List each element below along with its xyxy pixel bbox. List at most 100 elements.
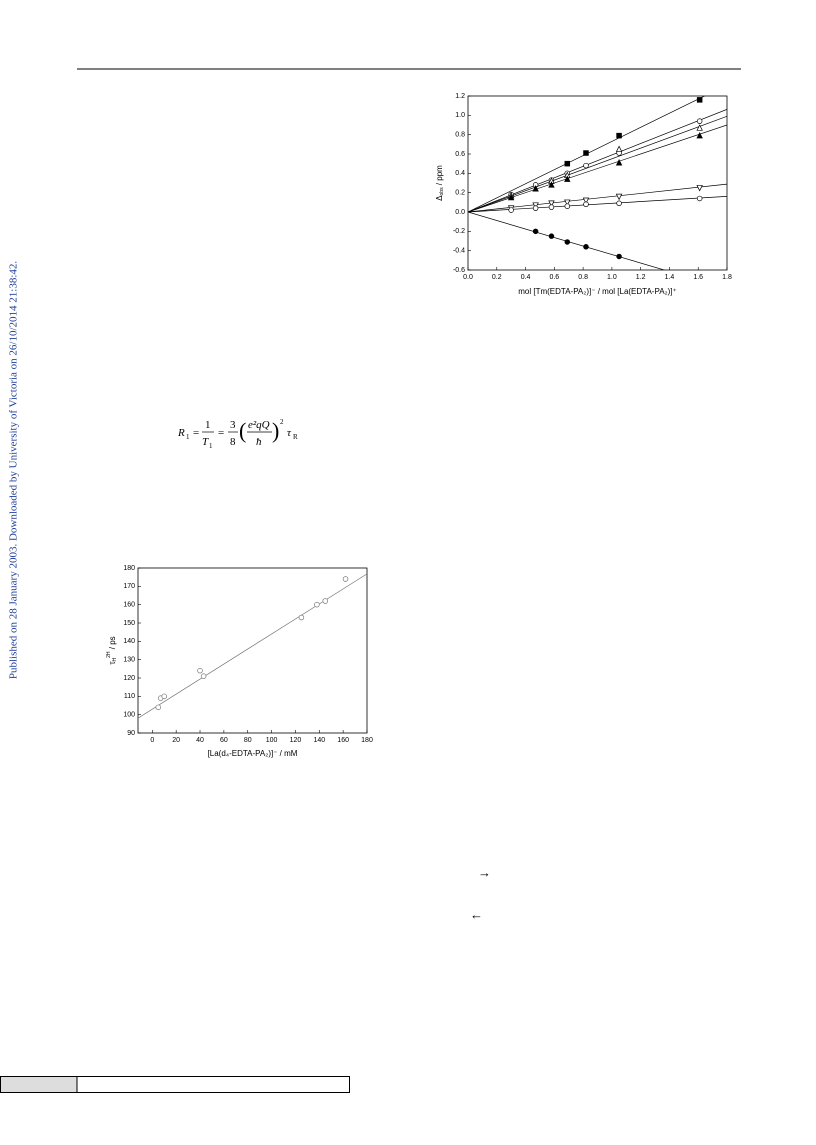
marker — [322, 598, 329, 604]
y-title-rest: / ppm — [435, 165, 444, 188]
marker — [508, 207, 514, 213]
y-title-main: Δ — [435, 195, 444, 201]
marker — [582, 197, 590, 205]
x-tick-label: 1.8 — [722, 274, 732, 281]
y-axis-title: τH2H / ps — [106, 636, 118, 664]
paren: ( — [239, 418, 246, 443]
eq-r: R — [177, 427, 185, 439]
marker — [616, 132, 622, 139]
arrow: → — [478, 865, 491, 880]
marker — [564, 175, 571, 182]
y-tick-label: 180 — [123, 565, 135, 572]
y-title-sub: obs — [439, 187, 445, 196]
y-axis-title: Δobs / ppm — [435, 165, 445, 201]
y-tick-label: 160 — [123, 602, 135, 609]
marker — [696, 195, 703, 202]
x-axis-title: mol [Tm(EDTA-PA₂)]⁻ / mol [La(EDTA-PA₂)]… — [518, 287, 677, 296]
marker — [564, 160, 571, 167]
eq-r-sub: 1 — [186, 433, 190, 441]
eq-den: ħ — [256, 436, 262, 448]
y-tick-label: 150 — [123, 620, 135, 627]
y-tick-label: 1.0 — [455, 112, 465, 119]
plot-frame — [467, 95, 728, 271]
y-tick-label: -0.4 — [453, 248, 465, 255]
chart: 0 20 40 60 80 100 120 140 160 180 90 100 110 120 130 14… — [106, 565, 373, 758]
marker — [615, 159, 623, 166]
marker — [314, 601, 320, 608]
y-tick-label: 0.4 — [455, 170, 465, 177]
y-tick-label: 90 — [127, 730, 135, 737]
eq-power: 2 — [280, 418, 284, 426]
y-tick-label: 140 — [123, 638, 135, 645]
eq-num: e²qQ — [248, 419, 270, 431]
paren: ) — [272, 418, 279, 443]
marker — [616, 253, 622, 260]
x-tick-label: 120 — [290, 737, 302, 744]
fit-line — [468, 115, 727, 213]
x-tick-label: 40 — [196, 737, 204, 744]
y-tick-label: 110 — [124, 693, 135, 700]
eq-tau-sub: R — [293, 433, 298, 441]
footer-box — [0, 1076, 350, 1093]
x-tick-label: 140 — [313, 737, 325, 744]
marker — [161, 693, 167, 700]
eq-sign: = — [193, 427, 199, 439]
eq-t-sub: 1 — [209, 442, 213, 450]
fit-line — [468, 211, 666, 270]
marker — [696, 124, 703, 131]
x-tick-label: 0.8 — [578, 274, 588, 281]
y-tick-label: -0.2 — [453, 228, 465, 235]
marker — [564, 239, 571, 245]
marker — [342, 576, 349, 582]
fit-line — [468, 96, 706, 213]
marker — [583, 244, 589, 250]
x-tick-label: 20 — [172, 737, 180, 744]
x-tick-label: 180 — [361, 737, 373, 744]
marker — [548, 181, 555, 188]
marker — [616, 200, 622, 207]
marker — [696, 131, 703, 139]
y-tick-label: 0.6 — [455, 151, 465, 158]
y-title-main: τ — [108, 661, 117, 665]
marker — [200, 673, 207, 679]
marker — [548, 233, 555, 239]
x-tick-label: 60 — [220, 737, 228, 744]
x-tick-label: 1.6 — [693, 274, 703, 281]
plot-frame — [137, 567, 368, 734]
marker — [548, 204, 555, 210]
marker — [548, 200, 555, 207]
eq-tau: τ — [287, 427, 292, 439]
x-tick-label: 0.4 — [521, 274, 531, 281]
fit-line — [468, 109, 727, 213]
marker — [583, 150, 589, 156]
x-tick-label: 1.4 — [665, 274, 675, 281]
x-tick-label: 160 — [337, 737, 349, 744]
fit-line — [468, 183, 727, 213]
marker — [696, 97, 703, 103]
marker — [155, 704, 162, 711]
marker — [507, 193, 515, 201]
y-title-sup: 2H — [106, 651, 112, 658]
y-tick-label: 120 — [123, 675, 135, 682]
y-title-sub: H — [112, 657, 118, 661]
marker — [532, 185, 539, 192]
eq-three: 3 — [230, 419, 236, 431]
x-tick-label: 80 — [244, 737, 252, 744]
arrow: ← — [470, 907, 483, 922]
footer-cell — [1, 1077, 77, 1092]
marker — [615, 193, 623, 201]
y-tick-label: 1.2 — [455, 93, 465, 100]
marker — [583, 201, 589, 208]
x-tick-label: 1.2 — [636, 274, 646, 281]
x-tick-label: 0.0 — [463, 274, 473, 281]
marker — [564, 199, 571, 206]
x-tick-label: 0.2 — [492, 274, 502, 281]
y-tick-label: -0.6 — [453, 267, 465, 274]
y-tick-label: 0.0 — [455, 209, 465, 216]
marker — [197, 667, 203, 674]
x-tick-label: 1.0 — [607, 274, 617, 281]
marker — [564, 203, 571, 209]
marker — [696, 185, 703, 192]
marker — [615, 145, 623, 152]
